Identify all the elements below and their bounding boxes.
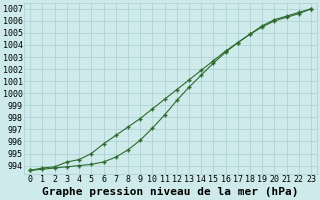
X-axis label: Graphe pression niveau de la mer (hPa): Graphe pression niveau de la mer (hPa) [43,187,299,197]
